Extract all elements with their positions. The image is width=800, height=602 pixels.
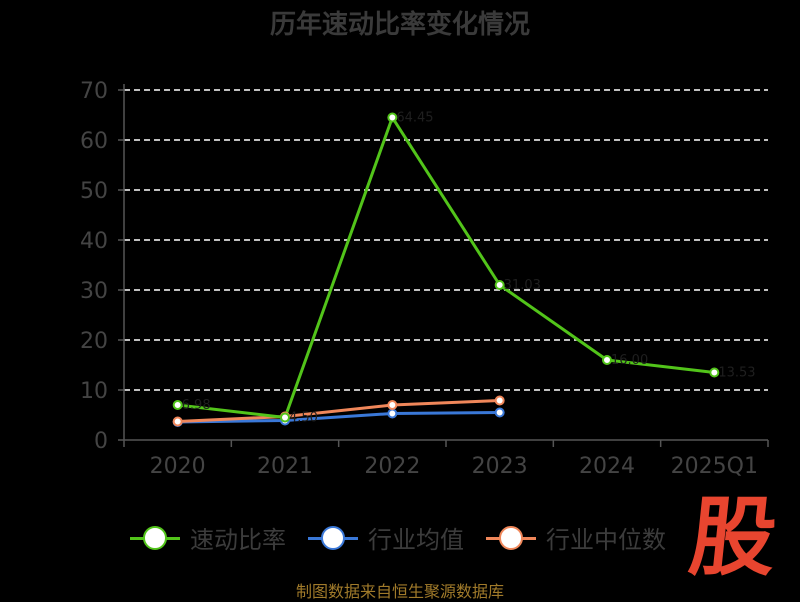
series-points	[172, 112, 720, 427]
grid-lines	[124, 89, 768, 391]
data-point	[387, 400, 398, 410]
series-line	[177, 116, 715, 419]
series-lines	[177, 116, 715, 424]
legend-item: 速动比率	[130, 520, 286, 555]
tick-label-y: 40	[80, 229, 108, 254]
data-label: 4.50	[289, 411, 318, 426]
tick-label-y: 0	[94, 429, 108, 454]
data-labels: 6.98 4.50 64.45 31.03 16.00 13.53	[182, 111, 756, 426]
legend-label: 速动比率	[190, 526, 286, 554]
data-point	[387, 112, 398, 123]
data-label: 13.53	[718, 366, 755, 381]
data-point	[602, 355, 612, 365]
tick-label-x: 2025Q1	[671, 454, 758, 479]
tick-label-x: 2022	[364, 454, 420, 479]
data-label: 16.00	[611, 353, 648, 368]
legend-label: 行业中位数	[546, 526, 666, 554]
tick-label-y: 70	[80, 79, 108, 104]
series-line	[177, 399, 500, 423]
data-point	[709, 367, 720, 378]
legend-swatch-icon	[486, 525, 536, 551]
tick-label-x: 2024	[579, 454, 635, 479]
brand-logo: 股	[684, 487, 782, 588]
data-point	[494, 280, 505, 290]
data-label: 64.45	[396, 111, 433, 126]
chart-legend: 速动比率 行业均值 行业中位数	[130, 520, 666, 555]
legend-swatch-icon	[308, 525, 358, 551]
tick-label-y: 10	[80, 379, 108, 404]
tick-label-y: 30	[80, 279, 108, 304]
chart-title: 历年速动比率变化情况	[269, 10, 530, 40]
data-point	[280, 412, 290, 423]
axes: 0 10 20 30 40 50 60 70 2020 2021 2022 2023 2024 2025Q…	[80, 79, 769, 479]
legend-label: 行业均值	[368, 526, 464, 554]
data-point	[172, 400, 183, 410]
legend-item: 行业中位数	[486, 520, 666, 555]
tick-label-y: 50	[80, 179, 108, 204]
data-label: 6.98	[182, 398, 211, 413]
series-line	[177, 411, 500, 424]
data-point	[494, 407, 505, 418]
data-point	[172, 416, 183, 427]
tick-label-y: 60	[80, 129, 108, 154]
data-point	[494, 395, 505, 406]
tick-label-x: 2023	[472, 454, 528, 479]
data-point	[387, 408, 398, 419]
tick-label-y: 20	[80, 329, 108, 354]
data-label: 31.03	[504, 278, 541, 293]
tick-label-x: 2020	[150, 454, 206, 479]
legend-swatch-icon	[130, 525, 180, 551]
tick-label-x: 2021	[257, 454, 313, 479]
footer-source: 制图数据来自恒生聚源数据库	[295, 582, 504, 601]
legend-item: 行业均值	[308, 520, 464, 555]
